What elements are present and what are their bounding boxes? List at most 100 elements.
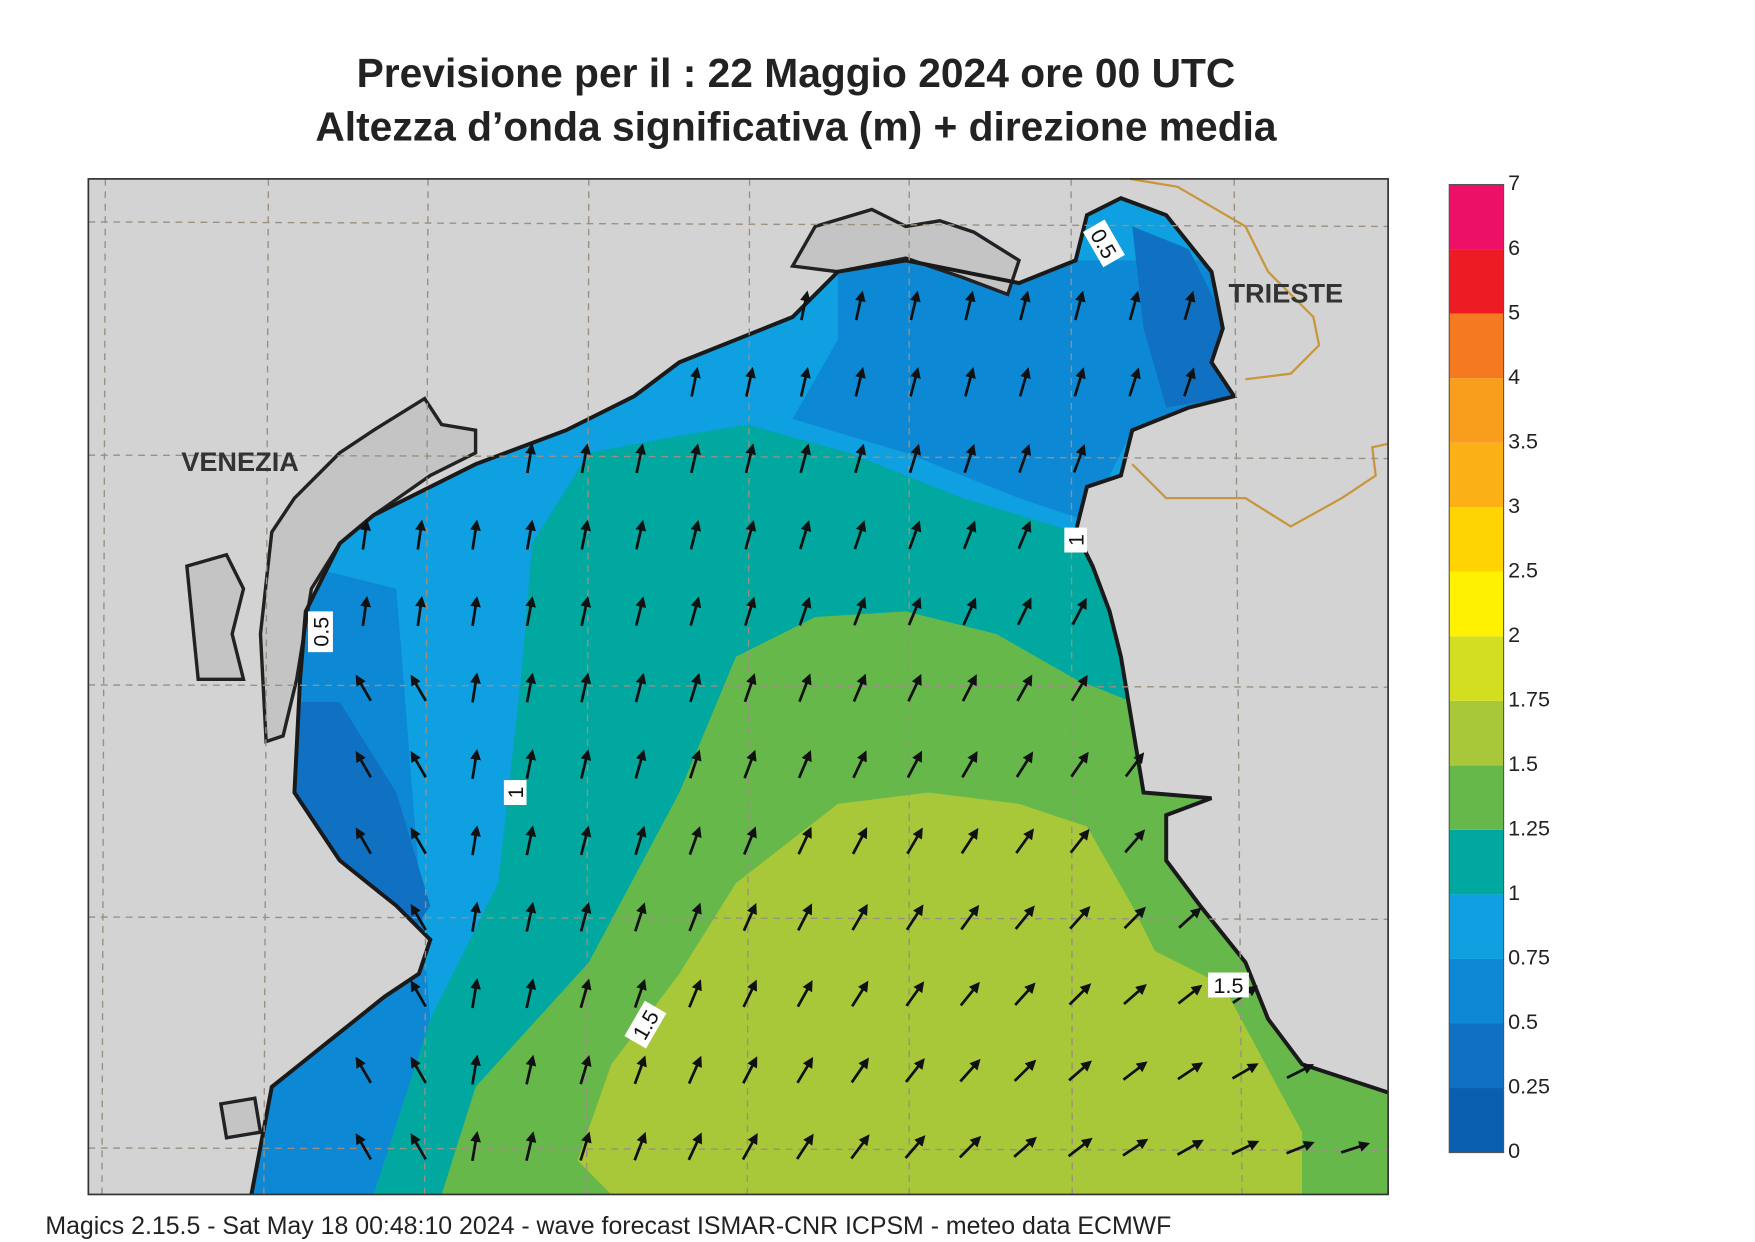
colorbar-band <box>1449 249 1504 314</box>
colorbar-label: 1.75 <box>1508 688 1550 712</box>
arrow <box>797 903 813 932</box>
arrow <box>909 290 921 321</box>
arrow <box>964 367 976 397</box>
title-line: Previsione per il : 22 Maggio 2024 ore 0… <box>357 50 1236 96</box>
arrow <box>470 519 481 550</box>
arrow <box>470 901 481 932</box>
arrow <box>799 366 811 397</box>
arrow <box>742 979 757 1008</box>
arrow <box>470 748 481 779</box>
arrow <box>579 1131 592 1161</box>
arrow <box>905 904 924 931</box>
contour-label: 1 <box>504 787 528 799</box>
arrow <box>580 749 592 779</box>
arrow <box>798 520 812 550</box>
arrow <box>853 520 867 550</box>
arrow <box>689 443 701 474</box>
place-label: TRIESTE <box>1228 277 1343 308</box>
arrow <box>1068 983 1092 1006</box>
arrow <box>470 672 481 703</box>
arrow <box>360 519 371 550</box>
arrow <box>962 597 977 626</box>
colorbar-label: 0.5 <box>1508 1010 1538 1034</box>
arrow <box>796 1056 814 1084</box>
arrow <box>1070 751 1089 778</box>
arrow <box>743 596 757 626</box>
arrow <box>1286 1064 1315 1079</box>
arrow <box>410 903 427 931</box>
arrow <box>580 672 592 703</box>
arrow <box>1177 984 1203 1005</box>
map-frame <box>87 178 1389 1196</box>
arrow <box>960 827 979 855</box>
arrow <box>1015 828 1034 854</box>
arrow <box>1183 290 1196 321</box>
arrow <box>959 1058 981 1083</box>
arrow <box>1286 1140 1315 1155</box>
arrow <box>1068 1060 1092 1082</box>
arrow <box>800 290 811 321</box>
lagoon <box>185 207 1022 1140</box>
arrow <box>525 825 537 856</box>
arrow <box>1014 982 1036 1006</box>
arrow <box>1122 1138 1149 1157</box>
colorbar-band <box>1449 184 1504 250</box>
colorbar-band <box>1449 894 1504 959</box>
arrow <box>579 902 592 932</box>
colorbar-label: 3 <box>1508 494 1520 518</box>
arrow <box>1069 828 1090 854</box>
title-line: Altezza d’onda significativa (m) + direz… <box>315 103 1277 149</box>
arrow <box>470 1130 481 1162</box>
arrow <box>850 1057 869 1084</box>
arrow <box>1070 674 1088 702</box>
arrow <box>634 825 647 856</box>
arrow <box>580 443 591 474</box>
arrow <box>1231 1140 1260 1156</box>
arrow <box>906 827 923 855</box>
arrow <box>355 1056 373 1084</box>
colorbar-band <box>1449 1023 1504 1089</box>
colorbar-label: 0.75 <box>1508 946 1550 970</box>
arrow <box>1016 674 1033 702</box>
arrow <box>853 596 867 626</box>
arrow <box>470 825 481 856</box>
arrow <box>634 749 647 779</box>
coastline <box>249 195 1389 1195</box>
graticule <box>88 178 1389 1195</box>
arrow <box>908 443 922 474</box>
arrow <box>688 826 702 856</box>
arrow <box>906 750 923 779</box>
arrow <box>633 978 647 1008</box>
border <box>1129 177 1389 528</box>
arrow <box>410 674 427 702</box>
arrow <box>410 1133 427 1161</box>
arrow <box>854 443 866 474</box>
arrow <box>798 596 812 626</box>
arrow <box>1018 443 1032 473</box>
colorbar-label: 5 <box>1508 300 1520 324</box>
arrow <box>415 519 426 550</box>
arrow <box>909 367 921 397</box>
arrow <box>1013 1136 1037 1158</box>
arrow <box>799 443 811 474</box>
colorbar-band <box>1449 507 1504 572</box>
colorbar-band <box>1449 442 1504 508</box>
arrow <box>796 980 813 1008</box>
arrow <box>797 750 812 779</box>
arrow <box>1018 367 1031 397</box>
arrow <box>579 825 592 856</box>
colorbar-band <box>1449 765 1504 830</box>
arrow <box>907 597 922 626</box>
arrow <box>961 751 978 778</box>
arrow <box>633 1131 647 1161</box>
arrow <box>1123 906 1146 930</box>
arrow <box>410 827 427 855</box>
arrow <box>525 443 536 474</box>
arrow <box>415 595 426 627</box>
arrow <box>355 750 373 778</box>
arrow <box>360 595 371 627</box>
arrow <box>688 749 702 779</box>
arrow <box>525 978 537 1009</box>
arrow <box>525 1054 537 1085</box>
arrow <box>851 903 868 931</box>
